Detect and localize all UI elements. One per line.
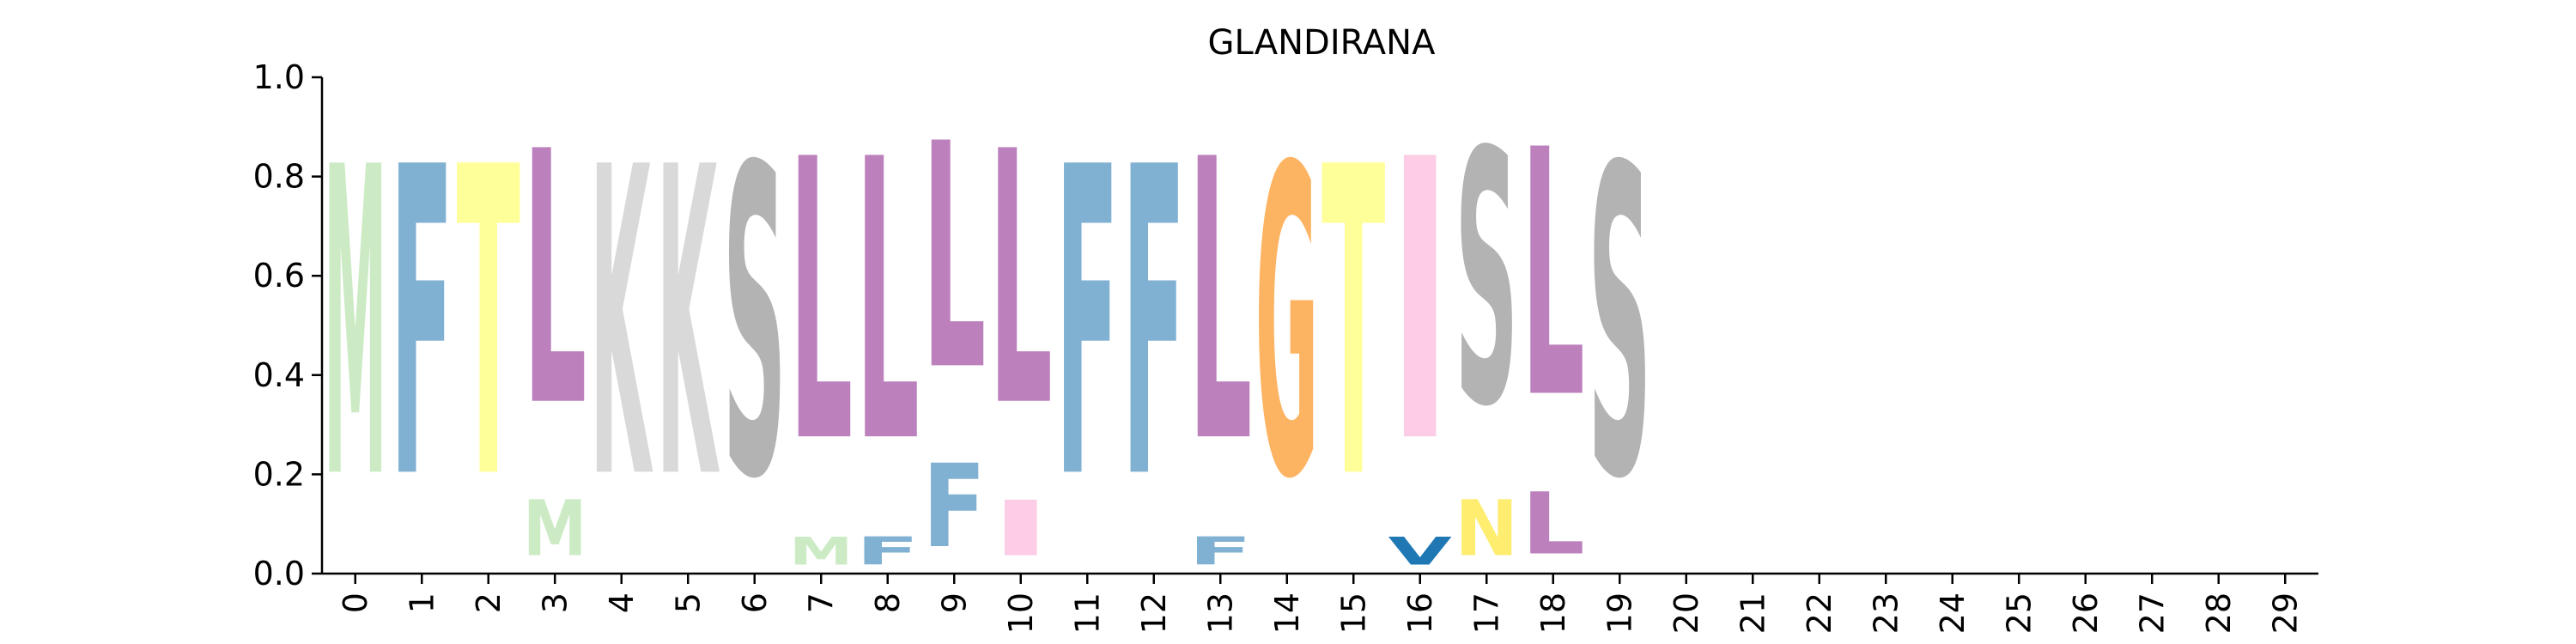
x-tick-label: 8 xyxy=(869,592,907,613)
logo-letter-t-pos-15: T xyxy=(1321,79,1386,572)
x-tick-label: 23 xyxy=(1867,592,1905,634)
y-tick-label: 0.2 xyxy=(253,455,305,493)
logo-letter-l-pos-8: L xyxy=(856,79,920,528)
logo-letter-k-pos-5: K xyxy=(656,78,720,573)
logo-letter-l-pos-18: L xyxy=(1522,475,1585,574)
x-tick-label: 29 xyxy=(2266,592,2304,634)
y-tick-label: 0.0 xyxy=(253,555,305,592)
logo-letter-v-pos-16: V xyxy=(1388,529,1452,574)
logo-letter-f-pos-1: F xyxy=(390,79,453,573)
x-tick-label: 27 xyxy=(2133,592,2171,634)
x-tick-label: 24 xyxy=(1934,592,1971,634)
logo-letter-g-pos-14: G xyxy=(1255,77,1319,572)
x-tick-label: 11 xyxy=(1068,592,1106,634)
x-tick-label: 1 xyxy=(403,592,440,613)
x-tick-label: 18 xyxy=(1534,592,1572,634)
x-tick-label: 2 xyxy=(470,592,507,613)
chart-title: GLANDIRANA xyxy=(1208,23,1437,63)
x-tick-label: 19 xyxy=(1601,592,1638,634)
x-tick-label: 7 xyxy=(802,592,840,613)
x-tick-label: 13 xyxy=(1201,592,1239,634)
x-tick-label: 3 xyxy=(536,592,574,613)
logo-letter-s-pos-6: S xyxy=(723,80,787,573)
y-tick-label: 0.6 xyxy=(253,257,305,295)
logo-letter-l-pos-9: L xyxy=(922,79,986,440)
x-tick-label: 21 xyxy=(1734,592,1771,634)
logo-letter-m-pos-7: M xyxy=(789,529,853,574)
logo-letter-l-pos-10: L xyxy=(989,79,1053,484)
x-tick-label: 25 xyxy=(2000,592,2038,634)
logo-letter-m-pos-0: M xyxy=(324,79,387,573)
logo-letter-f-pos-9: F xyxy=(922,440,986,574)
x-tick-label: 6 xyxy=(736,592,774,613)
logo-letter-l-pos-7: L xyxy=(789,79,853,528)
x-tick-label: 12 xyxy=(1135,592,1173,634)
x-tick-label: 5 xyxy=(669,592,707,613)
y-tick-label: 0.4 xyxy=(253,356,305,394)
logo-letter-f-pos-12: F xyxy=(1122,79,1186,573)
x-tick-label: 16 xyxy=(1401,592,1439,634)
logo-letter-t-pos-2: T xyxy=(457,79,521,572)
logo-letter-s-pos-17: S xyxy=(1455,78,1518,483)
x-tick-label: 14 xyxy=(1268,592,1306,634)
x-tick-label: 15 xyxy=(1334,592,1372,634)
logo-letter-f-pos-8: F xyxy=(856,529,920,574)
logo-letter-m-pos-3: M xyxy=(523,485,586,574)
logo-letter-k-pos-4: K xyxy=(590,78,654,573)
y-tick-label: 0.8 xyxy=(253,158,305,196)
x-tick-label: 4 xyxy=(603,592,641,613)
x-tick-label: 28 xyxy=(2200,592,2238,634)
x-tick-label: 17 xyxy=(1467,592,1505,634)
logo-letter-l-pos-18: L xyxy=(1522,78,1585,473)
logo-letter-l-pos-13: L xyxy=(1188,79,1252,528)
logo-letter-n-pos-17: N xyxy=(1455,484,1518,574)
x-tick-label: 10 xyxy=(1002,592,1040,634)
y-tick-label: 1.0 xyxy=(253,58,305,96)
logo-letter-s-pos-19: S xyxy=(1588,80,1651,573)
logo-letter-f-pos-11: F xyxy=(1055,79,1119,573)
logo-letter-i-pos-16: I xyxy=(1388,79,1452,528)
x-tick-label: 20 xyxy=(1668,592,1705,634)
axes: 0.00.20.40.60.81.00 1 2 3 4 5 6 7 8 9 10 11 12 13 14 15… xyxy=(253,58,2318,634)
logo-letter-l-pos-3: L xyxy=(523,79,586,484)
x-tick-label: 22 xyxy=(1801,592,1838,634)
logo-letter-i-pos-10: I xyxy=(989,484,1053,573)
x-tick-label: 0 xyxy=(337,592,374,613)
x-tick-label: 9 xyxy=(935,592,973,613)
x-tick-label: 26 xyxy=(2067,592,2105,634)
logo-letter-f-pos-13: F xyxy=(1188,529,1252,574)
